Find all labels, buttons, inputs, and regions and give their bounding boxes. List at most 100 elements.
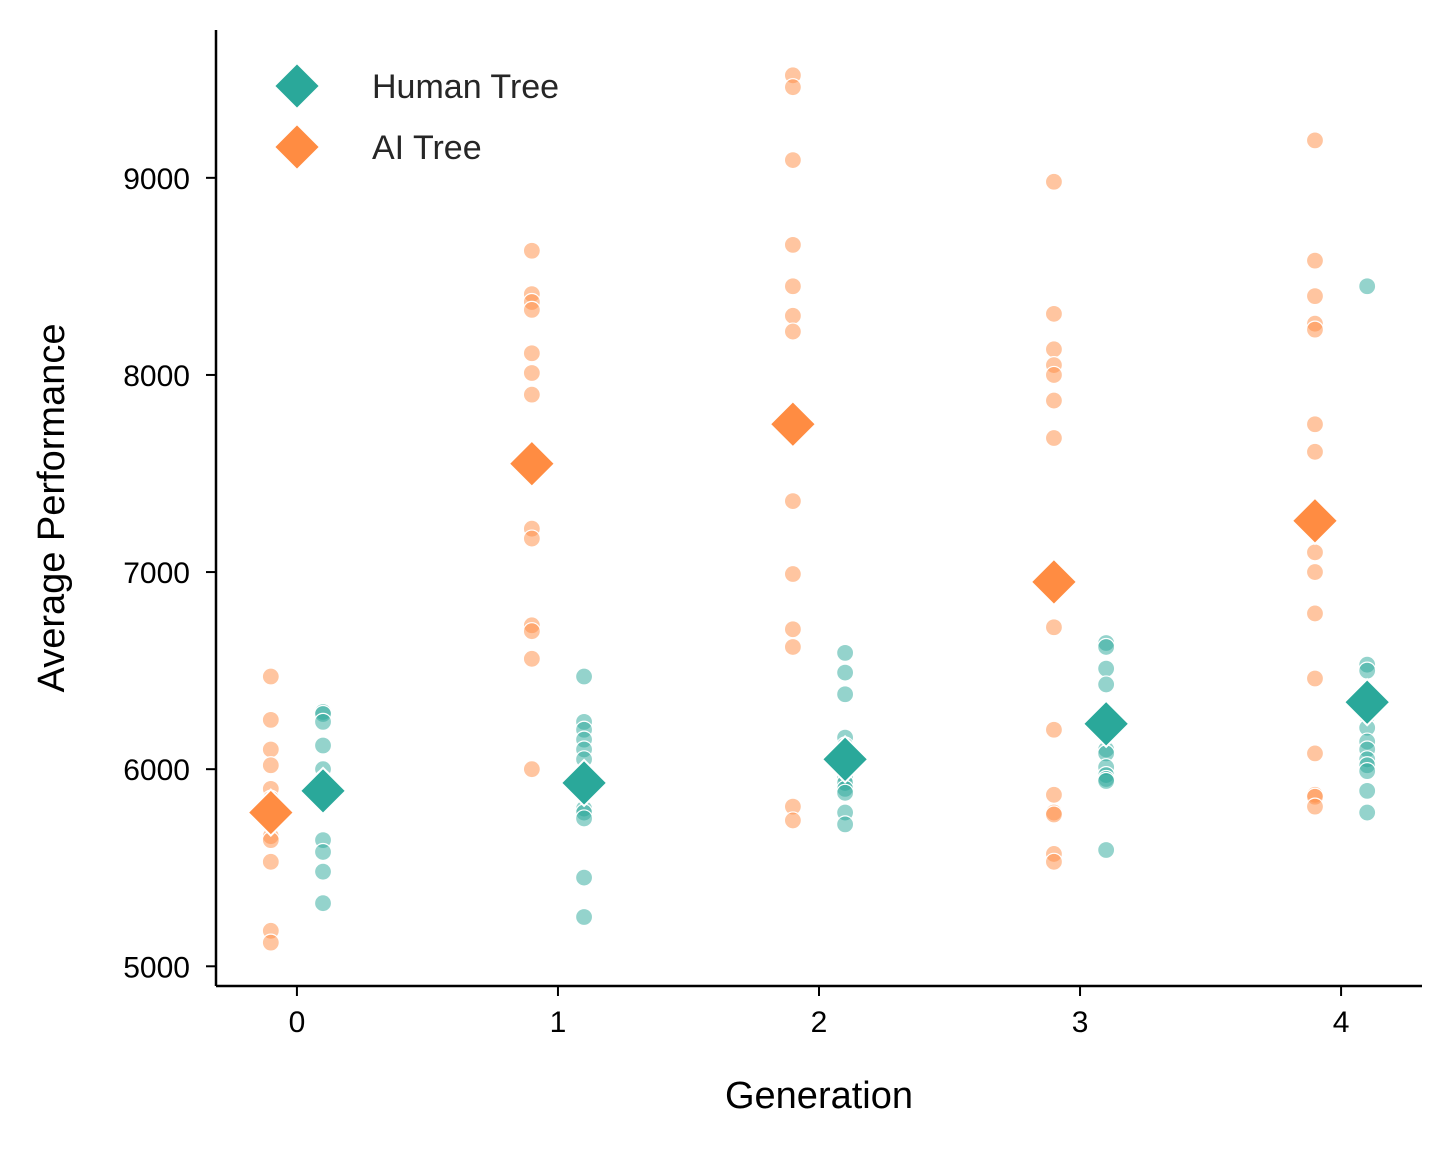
ai-point-g1-10 bbox=[522, 622, 541, 641]
ai-point-g4-8 bbox=[1305, 562, 1325, 582]
ai-point-g1-5 bbox=[522, 363, 541, 383]
ai-point-g0-0 bbox=[261, 667, 280, 686]
ai-point-g4-6 bbox=[1305, 442, 1325, 461]
ai-point-g3-11 bbox=[1044, 805, 1064, 824]
ai-point-g1-11 bbox=[522, 649, 541, 668]
human-point-g4-11 bbox=[1358, 803, 1377, 822]
ai-point-g0-8 bbox=[261, 852, 280, 871]
mean-markers bbox=[246, 399, 1392, 837]
ai-point-g3-2 bbox=[1044, 340, 1064, 359]
ai-point-g2-1 bbox=[783, 78, 802, 97]
y-axis: 5000 6000 7000 8000 9000 bbox=[123, 30, 218, 986]
ai-mean-g1 bbox=[507, 439, 557, 489]
legend-human-marker bbox=[272, 61, 322, 111]
ai-point-g4-5 bbox=[1305, 415, 1325, 434]
y-tick-label-0: 5000 bbox=[123, 951, 190, 984]
ai-point-g3-13 bbox=[1044, 852, 1064, 871]
human-mean-g1 bbox=[559, 758, 609, 808]
ai-point-g4-7 bbox=[1305, 543, 1325, 562]
human-mean-g2 bbox=[820, 734, 870, 784]
human-point-g2-10 bbox=[836, 815, 855, 834]
human-point-g2-0 bbox=[836, 643, 855, 662]
human-point-g3-9 bbox=[1097, 771, 1116, 791]
x-tick-label-4: 4 bbox=[1333, 1006, 1350, 1039]
human-point-g2-8 bbox=[836, 783, 855, 802]
ai-point-g4-0 bbox=[1305, 131, 1325, 150]
ai-point-g1-12 bbox=[522, 760, 541, 779]
human-point-g3-10 bbox=[1097, 840, 1116, 860]
ai-point-g3-0 bbox=[1044, 172, 1064, 191]
ai-point-g4-4 bbox=[1305, 320, 1325, 339]
x-axis-title: Generation bbox=[725, 1075, 913, 1117]
ai-point-g3-6 bbox=[1044, 428, 1064, 448]
legend: Human Tree AI Tree bbox=[272, 61, 559, 172]
ai-point-g2-8 bbox=[783, 564, 802, 584]
human-point-g4-10 bbox=[1358, 781, 1377, 800]
human-mean-g4 bbox=[1342, 677, 1392, 727]
human-point-g0-2 bbox=[313, 712, 333, 731]
human-point-g1-10 bbox=[574, 907, 594, 927]
human-point-g0-10 bbox=[313, 894, 333, 913]
human-mean-g0 bbox=[298, 766, 348, 816]
legend-ai-marker bbox=[272, 122, 322, 172]
legend-ai-label: AI Tree bbox=[372, 129, 482, 167]
legend-human-label: Human Tree bbox=[372, 68, 559, 106]
x-tick-label-1: 1 bbox=[550, 1006, 567, 1039]
human-point-g0-9 bbox=[313, 862, 333, 881]
human-point-g1-9 bbox=[574, 868, 594, 887]
ai-point-g4-14 bbox=[1305, 797, 1325, 816]
raw-points bbox=[261, 66, 1377, 952]
ai-point-g3-8 bbox=[1044, 720, 1064, 739]
ai-mean-g2 bbox=[768, 399, 818, 449]
ai-point-g2-6 bbox=[783, 322, 802, 341]
ai-point-g2-5 bbox=[783, 306, 802, 325]
ai-mean-g0 bbox=[246, 788, 296, 837]
ai-point-g0-2 bbox=[261, 740, 280, 759]
ai-point-g4-1 bbox=[1305, 251, 1325, 270]
ai-point-g2-4 bbox=[783, 277, 802, 296]
human-point-g4-0 bbox=[1358, 277, 1377, 296]
human-point-g3-2 bbox=[1097, 659, 1116, 678]
ai-point-g1-6 bbox=[522, 385, 541, 404]
human-point-g2-2 bbox=[836, 685, 855, 704]
ai-point-g1-3 bbox=[522, 300, 541, 320]
y-axis-title: Average Performance bbox=[31, 324, 73, 693]
human-point-g1-0 bbox=[574, 667, 594, 686]
ai-point-g2-2 bbox=[783, 150, 802, 170]
ai-point-g0-10 bbox=[261, 933, 280, 952]
x-tick-label-3: 3 bbox=[1072, 1006, 1089, 1039]
ai-point-g4-10 bbox=[1305, 669, 1325, 688]
ai-mean-g3 bbox=[1029, 557, 1079, 607]
ai-point-g3-1 bbox=[1044, 304, 1064, 323]
ai-point-g3-7 bbox=[1044, 618, 1064, 637]
y-tick-label-2: 7000 bbox=[123, 557, 190, 590]
ai-point-g3-9 bbox=[1044, 785, 1064, 804]
human-point-g4-2 bbox=[1358, 661, 1377, 680]
ai-point-g1-8 bbox=[522, 529, 541, 548]
x-axis: 0 1 2 3 4 bbox=[216, 984, 1422, 1039]
ai-point-g4-9 bbox=[1305, 604, 1325, 623]
ai-point-g1-4 bbox=[522, 344, 541, 363]
human-point-g1-8 bbox=[574, 809, 594, 828]
ai-point-g0-1 bbox=[261, 710, 280, 729]
ai-point-g2-3 bbox=[783, 235, 802, 254]
ai-point-g2-9 bbox=[783, 620, 802, 639]
human-point-g3-1 bbox=[1097, 637, 1116, 657]
ai-point-g1-0 bbox=[522, 241, 541, 260]
ai-point-g2-12 bbox=[783, 811, 802, 830]
ai-point-g2-10 bbox=[783, 637, 802, 657]
x-tick-label-2: 2 bbox=[811, 1006, 828, 1039]
human-point-g3-3 bbox=[1097, 675, 1116, 694]
human-point-g2-1 bbox=[836, 663, 855, 682]
human-point-g0-3 bbox=[313, 736, 333, 755]
ai-point-g3-5 bbox=[1044, 391, 1064, 410]
human-point-g0-8 bbox=[313, 842, 333, 862]
ai-mean-g4 bbox=[1290, 496, 1340, 546]
ai-point-g2-7 bbox=[783, 492, 802, 511]
ai-point-g4-2 bbox=[1305, 287, 1325, 306]
human-mean-g3 bbox=[1081, 699, 1131, 749]
ai-point-g0-3 bbox=[261, 756, 280, 775]
ai-point-g4-11 bbox=[1305, 744, 1325, 763]
human-point-g4-9 bbox=[1358, 762, 1377, 781]
